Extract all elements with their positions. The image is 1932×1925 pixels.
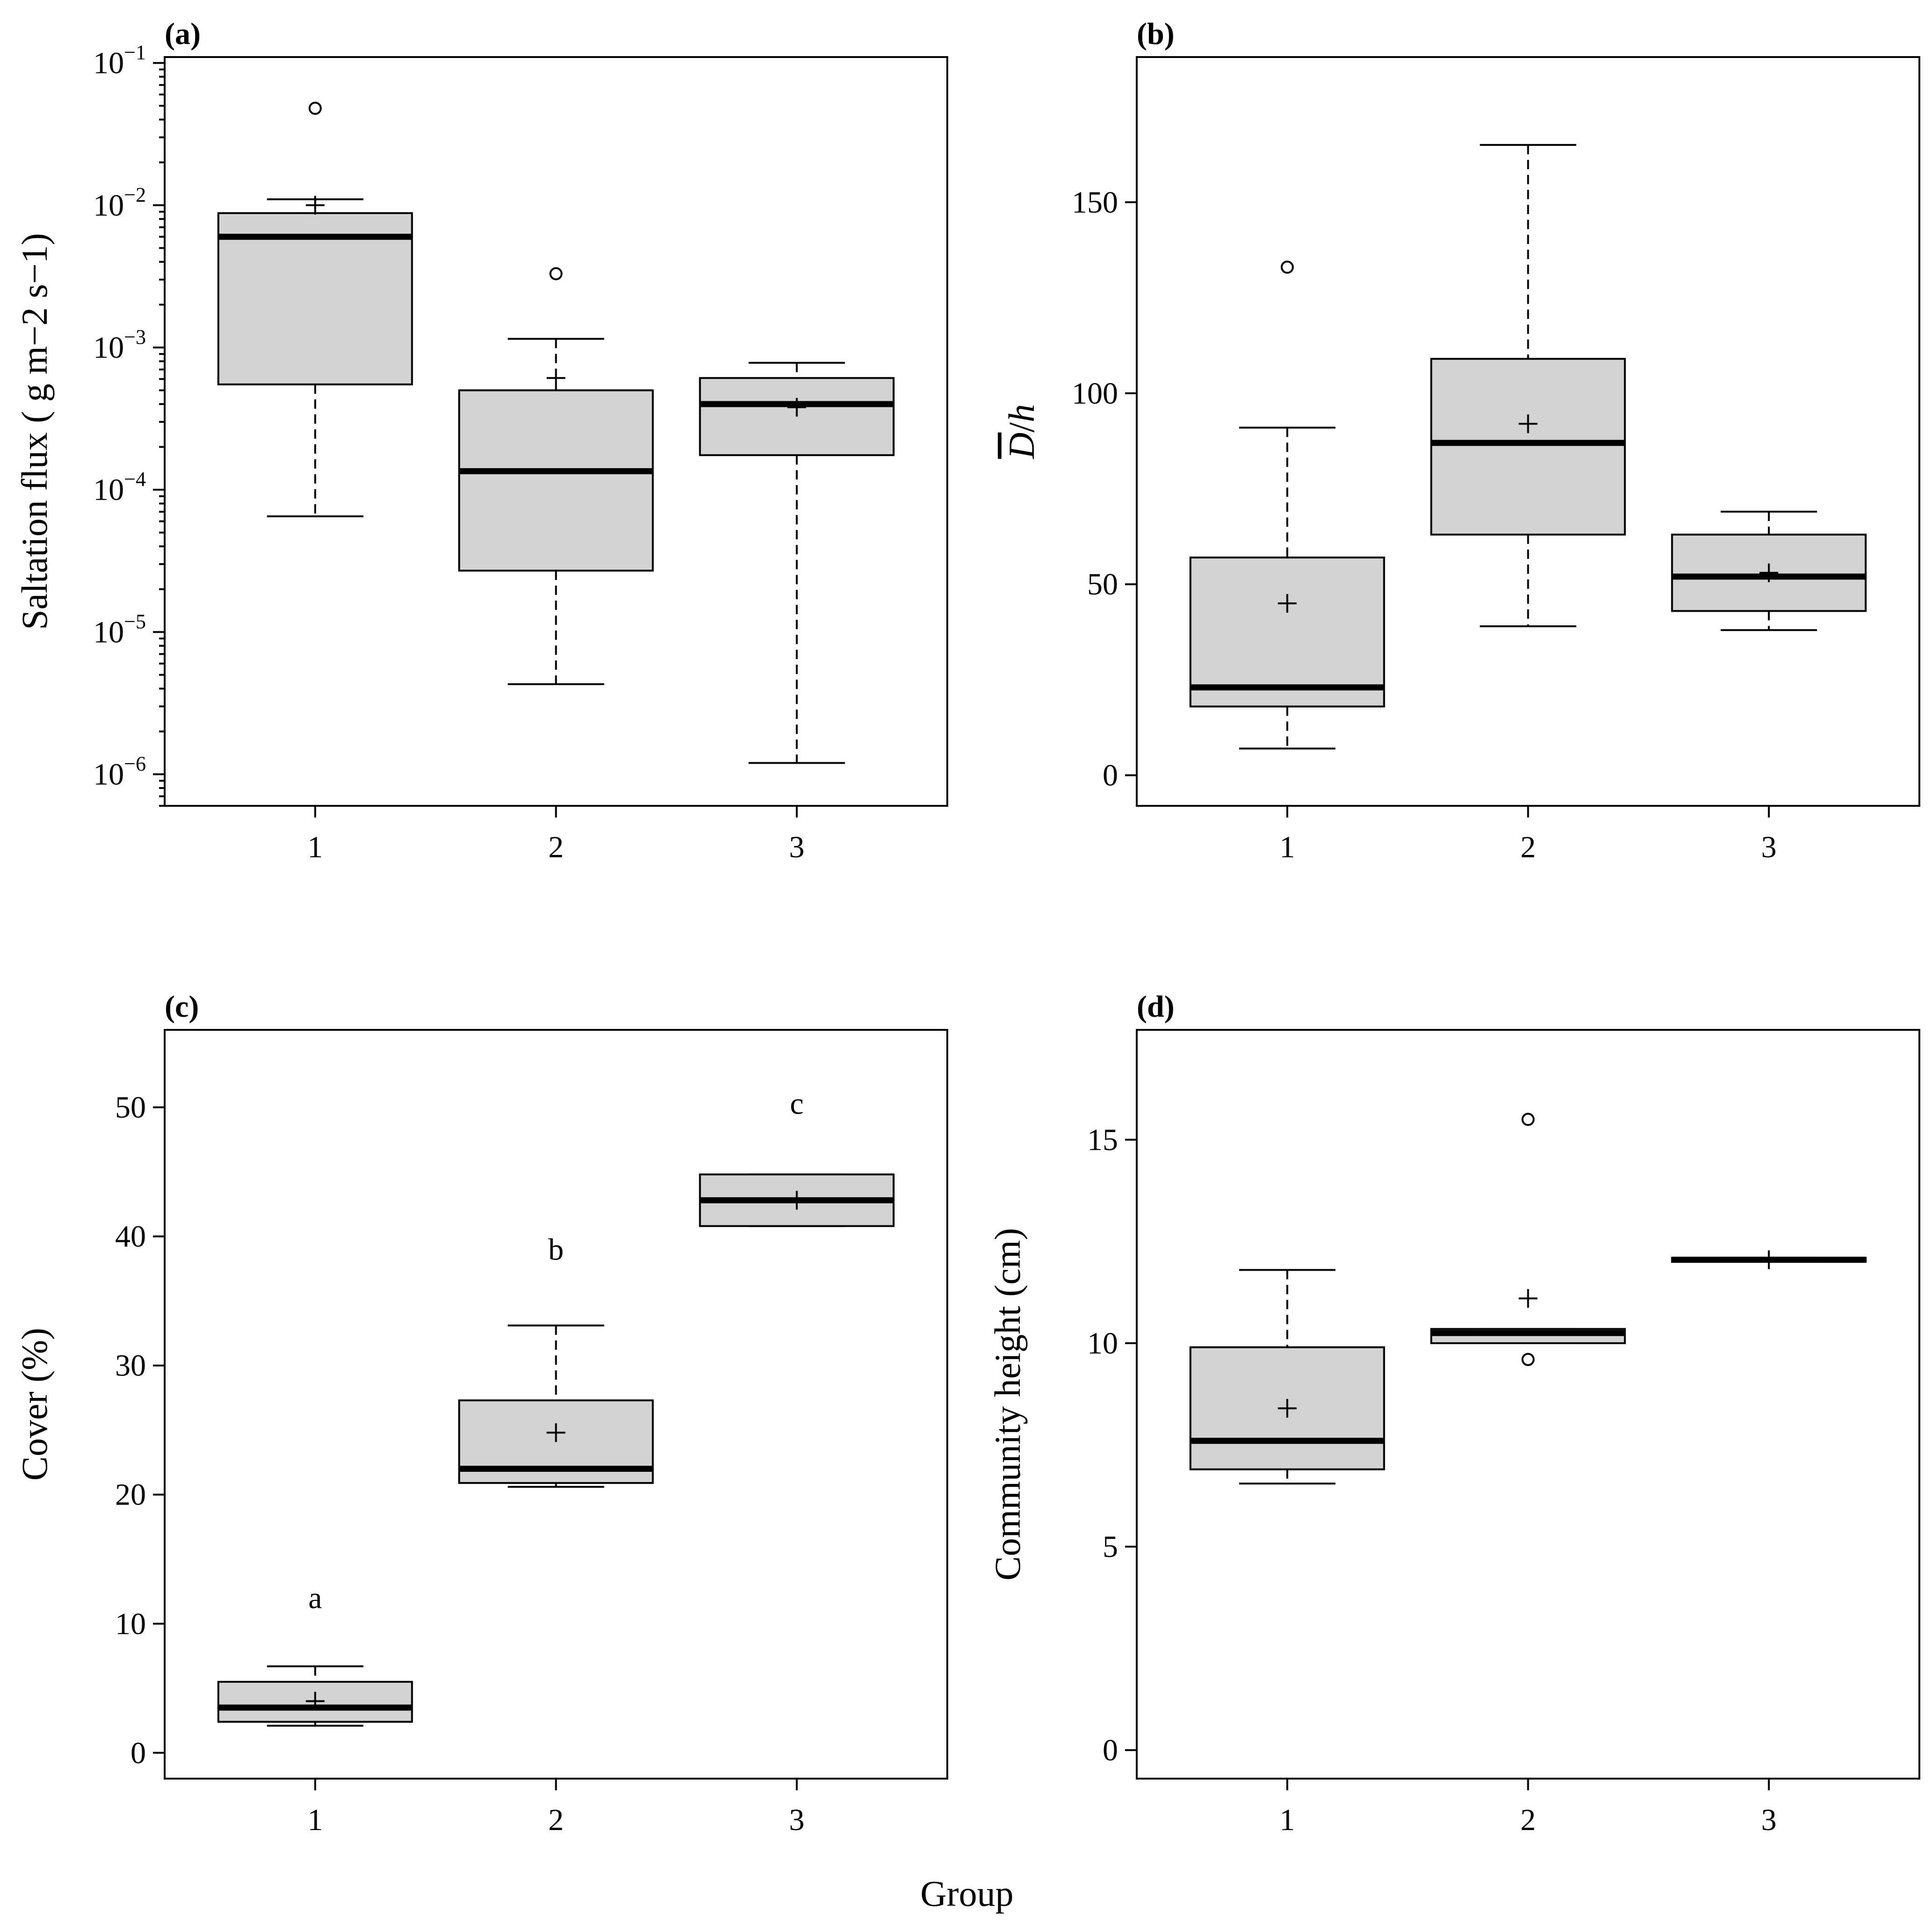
y-tick-label: 30 [115, 1349, 146, 1383]
x-tick-label: 1 [307, 1803, 323, 1837]
group-letter-annotation: a [308, 1581, 322, 1615]
outlier-point [1521, 1113, 1535, 1126]
panel-label: (c) [165, 990, 199, 1024]
y-tick-label: 150 [1072, 185, 1118, 219]
group-letter-annotation: c [790, 1086, 804, 1121]
y-tick-label: 10−3 [93, 326, 146, 365]
box-group-1 [217, 101, 413, 518]
iqr-box [458, 389, 654, 572]
box-group-3 [1671, 1250, 1867, 1269]
y-axis-label: D/h [1001, 404, 1042, 459]
y-tick-label: 10 [1087, 1326, 1118, 1361]
x-tick-label: 3 [789, 830, 805, 864]
outlier-point [308, 101, 322, 115]
y-tick-label: 0 [1103, 759, 1118, 793]
panel-label: (a) [165, 17, 201, 51]
x-tick-label: 2 [1520, 830, 1536, 864]
y-tick-label: 50 [115, 1091, 146, 1125]
y-tick-label: 5 [1103, 1530, 1118, 1564]
y-tick-label: 0 [131, 1736, 146, 1770]
x-tick-label: 3 [1761, 1803, 1777, 1837]
y-axis-label: Community height (cm) [987, 1228, 1028, 1581]
y-axis-label: Saltation flux ( g m−2 s−1) [14, 233, 55, 630]
x-tick-label: 1 [1279, 830, 1295, 864]
x-tick-label: 1 [307, 830, 323, 864]
outlier-point [1521, 1353, 1535, 1366]
panel-d: (d) 0 5 10 15 1 2 3 Community height (cm) [987, 990, 1920, 1837]
y-tick-label: 20 [115, 1478, 146, 1512]
box-group-1 [217, 1665, 413, 1727]
x-axis-common-label: Group [920, 1873, 1013, 1914]
y-tick-label: 10 [115, 1607, 146, 1641]
y-tick-label: 10−2 [93, 183, 146, 223]
panel-a: (a) 10−6 10−5 10−4 10−3 10−2 10−1 1 2 3 Saltation … [14, 17, 948, 864]
panel-c: (c) 0 10 20 30 40 50 1 2 3 Cover (%) a b c [14, 990, 948, 1837]
box-group-3 [1671, 511, 1867, 631]
group-letter-annotation: b [548, 1232, 564, 1266]
y-tick-label: 100 [1072, 376, 1118, 411]
panel-label: (b) [1137, 17, 1175, 51]
y-tick-label: 50 [1087, 567, 1118, 601]
y-tick-label: 10−5 [93, 610, 146, 649]
iqr-box [217, 212, 413, 385]
x-tick-label: 2 [548, 1803, 564, 1837]
box-group-1 [1189, 1269, 1385, 1485]
iqr-box [1189, 557, 1385, 708]
iqr-box [1430, 358, 1626, 536]
box-group-2 [1430, 1113, 1626, 1366]
x-tick-label: 1 [1279, 1803, 1295, 1837]
x-tick-label: 3 [789, 1803, 805, 1837]
box-group-2 [458, 1324, 654, 1488]
x-tick-label: 2 [1520, 1803, 1536, 1837]
box-group-3 [699, 1173, 895, 1227]
x-tick-label: 2 [548, 830, 564, 864]
box-group-2 [1430, 144, 1626, 628]
y-tick-label: 10−6 [93, 753, 146, 792]
y-tick-label: 40 [115, 1220, 146, 1254]
outlier-point [549, 267, 563, 281]
y-tick-label: 10−1 [93, 41, 146, 80]
outlier-point [1280, 261, 1294, 274]
y-tick-label: 15 [1087, 1123, 1118, 1157]
x-tick-label: 3 [1761, 830, 1777, 864]
box-group-3 [699, 362, 895, 764]
box-group-1 [1189, 261, 1385, 750]
y-tick-label: 0 [1103, 1733, 1118, 1767]
panel-b: (b) 0 50 100 150 1 2 3 D/h [1001, 17, 1920, 864]
y-axis-label: Cover (%) [14, 1328, 55, 1481]
y-tick-label: 10−4 [93, 468, 146, 507]
panel-label: (d) [1137, 990, 1175, 1024]
box-group-2 [458, 267, 654, 685]
